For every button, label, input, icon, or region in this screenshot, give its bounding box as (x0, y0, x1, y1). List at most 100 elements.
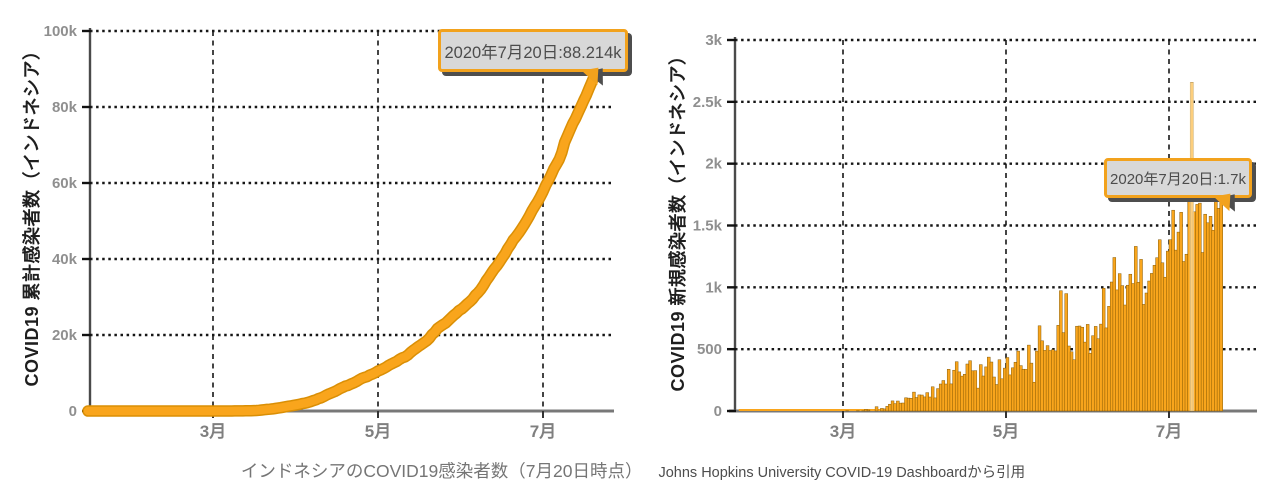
daily-bar (1088, 352, 1092, 412)
daily-bar (1069, 351, 1074, 412)
cumulative-tooltip-label: 2020年7月20日:88.214k (444, 43, 622, 62)
daily-bar (1160, 262, 1165, 412)
y-tick-label: 60k (52, 175, 78, 192)
daily-bar (1107, 306, 1111, 412)
daily-bar (901, 402, 905, 412)
daily-bar (1128, 273, 1133, 412)
daily-bar-chart-canvas[interactable]: 0 500 1k 1.5k 2k 2.5k 3k 3月 5月 7月 (640, 0, 1266, 455)
daily-bar (909, 398, 913, 412)
hover-highlight-stripe (1189, 82, 1195, 412)
daily-bar (1040, 340, 1044, 412)
cumulative-line-chart-canvas[interactable]: 0 20k 40k 60k 80k 100k 3月 5月 7月 (0, 0, 640, 455)
daily-bar (1117, 273, 1122, 412)
daily-bar (1203, 213, 1207, 412)
tooltip-tail (1213, 193, 1234, 214)
daily-bar (1099, 323, 1103, 412)
daily-bar (957, 371, 962, 412)
daily-bar (1011, 367, 1015, 412)
daily-tooltip: 2020年7月20日:1.7k (1104, 158, 1252, 215)
daily-bar (968, 360, 972, 412)
y-tick-label: 500 (697, 341, 722, 358)
daily-bar (1184, 253, 1189, 412)
y-tick-label: 1k (705, 279, 722, 296)
daily-bar (890, 400, 895, 412)
daily-bar (880, 408, 884, 412)
daily-bar (1045, 345, 1050, 412)
left-y-axis-title: COVID19 累計感染者数（インドネシア） (22, 41, 42, 387)
daily-bar (1029, 362, 1034, 412)
daily-bar (1198, 202, 1202, 412)
daily-bar (1142, 304, 1146, 412)
figure-caption: インドネシアのCOVID19感染者数（7月20日時点） (240, 461, 643, 481)
daily-bar (1051, 349, 1055, 412)
daily-bar (1035, 350, 1039, 412)
daily-bar (896, 400, 900, 412)
daily-bar (1072, 359, 1076, 412)
daily-bar (1158, 239, 1162, 412)
daily-bar (1032, 381, 1036, 412)
y-tick-label: 100k (44, 23, 78, 40)
daily-bar (965, 363, 970, 412)
cumulative-line-outline (82, 70, 601, 417)
daily-bar (1021, 368, 1026, 412)
daily-bar (1166, 250, 1170, 412)
daily-bar (1179, 212, 1183, 412)
daily-bar (1064, 293, 1068, 412)
cumulative-line (83, 71, 599, 416)
daily-bar (882, 408, 887, 412)
daily-bar (1131, 283, 1135, 412)
y-tick-label: 80k (52, 99, 78, 116)
daily-bar (1016, 350, 1020, 412)
daily-bar (944, 383, 948, 412)
daily-bar (1024, 369, 1028, 412)
daily-bar (1053, 350, 1058, 412)
x-tick-label: 5月 (365, 422, 391, 441)
right-y-axis-title: COVID19 新規感染者数（インドネシア） (668, 46, 688, 392)
daily-bar (1043, 350, 1047, 412)
daily-bar (936, 388, 940, 412)
daily-bar (984, 366, 988, 412)
daily-bar (1150, 273, 1154, 412)
daily-bar (1093, 326, 1098, 412)
daily-bar (1061, 332, 1066, 412)
daily-bar (1013, 361, 1018, 412)
daily-bar (1208, 216, 1213, 412)
daily-bar (973, 370, 978, 412)
daily-bar (1109, 281, 1114, 412)
daily-bar (992, 376, 996, 412)
daily-bar (1174, 249, 1178, 412)
y-tick-label: 2.5k (693, 94, 723, 111)
y-tick-label: 1.5k (693, 218, 723, 235)
daily-bar (866, 409, 871, 412)
daily-bar (898, 402, 903, 412)
tooltip-tail (581, 67, 602, 88)
daily-bar (1101, 287, 1106, 412)
x-tick-label: 7月 (530, 422, 556, 441)
daily-bar (1168, 239, 1173, 412)
daily-bar (1083, 341, 1087, 412)
daily-bar (930, 386, 935, 412)
cumulative-tooltip: 2020年7月20日:88.214k (438, 29, 628, 89)
x-tick-label: 3月 (200, 422, 226, 441)
y-tick-label: 0 (69, 403, 77, 420)
y-tick-label: 3k (705, 32, 722, 49)
daily-bar (946, 369, 951, 412)
daily-bar (987, 356, 991, 412)
x-tick-label: 7月 (1156, 422, 1182, 441)
daily-bar (1120, 285, 1125, 412)
y-tick-label: 2k (705, 156, 722, 173)
y-tick-label: 40k (52, 251, 78, 268)
daily-bar (1112, 257, 1117, 412)
daily-bar (1136, 282, 1141, 412)
daily-bar (1219, 201, 1223, 412)
daily-bar (874, 406, 879, 412)
daily-bar (920, 394, 924, 412)
daily-bar (888, 403, 892, 412)
daily-bar (962, 374, 967, 412)
daily-bar (914, 397, 919, 412)
daily-bar (1155, 257, 1159, 412)
daily-bar (925, 392, 929, 412)
daily-bar (1214, 194, 1218, 412)
daily-bar (1005, 357, 1010, 412)
